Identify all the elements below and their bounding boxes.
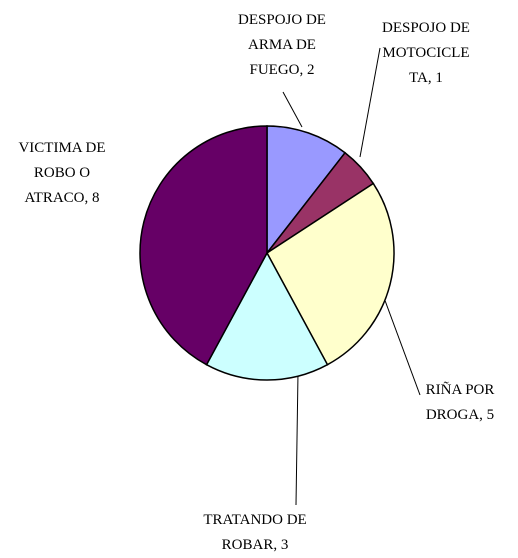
slice-label: DESPOJO DE ARMA DE FUEGO, 2 bbox=[238, 12, 326, 78]
leader-line bbox=[359, 47, 381, 158]
pie-slice bbox=[139, 125, 268, 366]
leader-line bbox=[282, 91, 303, 128]
slice-label: DESPOJO DE MOTOCICLETA, 1 bbox=[382, 20, 470, 86]
pie-slice bbox=[205, 251, 329, 381]
slice-label: RIÑA POR DROGA, 5 bbox=[425, 382, 495, 423]
slice-label: VICTIMA DE ROBO O ATRACO, 8 bbox=[18, 140, 106, 206]
pie-slice bbox=[266, 125, 347, 256]
slice-label: TRATANDO DE ROBAR, 3 bbox=[203, 512, 307, 553]
slices bbox=[139, 125, 395, 381]
leader-line bbox=[379, 286, 421, 396]
leader-lines bbox=[282, 47, 421, 506]
leader-line bbox=[295, 372, 299, 506]
pie-slice bbox=[266, 182, 395, 366]
